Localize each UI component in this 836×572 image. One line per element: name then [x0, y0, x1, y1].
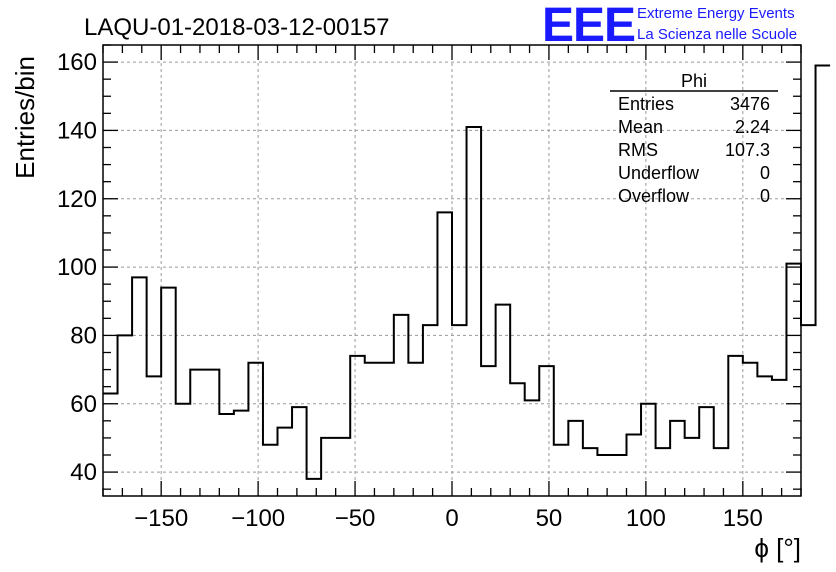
y-tick-label-2: 80 — [70, 322, 97, 349]
chart-title: LAQU-01-2018-03-12-00157 — [84, 14, 390, 41]
stats-value-entries: 3476 — [730, 94, 770, 114]
stats-label-entries: Entries — [618, 94, 674, 114]
stats-label-underflow: Underflow — [618, 163, 700, 183]
x-tick-label-5: 100 — [626, 505, 666, 532]
stats-title: Phi — [681, 71, 707, 91]
x-tick-label-0: −150 — [134, 505, 188, 532]
stats-label-rms: RMS — [618, 140, 658, 160]
x-axis-label: ϕ [°] — [754, 533, 801, 563]
y-tick-label-3: 100 — [57, 254, 97, 281]
stats-value-overflow: 0 — [760, 186, 770, 206]
histogram-line — [103, 64, 831, 480]
y-tick-label-5: 140 — [57, 117, 97, 144]
x-tick-label-2: −50 — [335, 505, 376, 532]
logo-line-1: Extreme Energy Events — [637, 5, 795, 22]
stats-value-rms: 107.3 — [725, 140, 770, 160]
y-tick-label-6: 160 — [57, 49, 97, 76]
x-tick-label-4: 50 — [536, 505, 563, 532]
stats-box: Phi Entries 3476 Mean 2.24 RMS 107.3 Und… — [610, 71, 778, 206]
y-tick-label-4: 120 — [57, 186, 97, 213]
logo-mark: EEE — [542, 0, 635, 52]
logo-line-2: La Scienza nelle Scuole — [637, 26, 797, 43]
y-axis-label: Entries/bin — [10, 56, 40, 179]
y-tick-labels: 40 60 80 100 120 140 160 — [57, 49, 97, 486]
stats-value-underflow: 0 — [760, 163, 770, 183]
stats-label-mean: Mean — [618, 117, 663, 137]
x-tick-labels: −150 −100 −50 0 50 100 150 — [134, 505, 763, 532]
x-tick-label-6: 150 — [723, 505, 763, 532]
y-tick-label-0: 40 — [70, 459, 97, 486]
stats-value-mean: 2.24 — [735, 117, 770, 137]
plot-frame — [102, 44, 802, 497]
eee-logo: EEE Extreme Energy Events La Scienza nel… — [542, 0, 797, 52]
y-tick-label-1: 60 — [70, 391, 97, 418]
x-tick-label-3: 0 — [445, 505, 458, 532]
axis-ticks — [102, 44, 802, 496]
x-tick-label-1: −100 — [231, 505, 285, 532]
stats-label-overflow: Overflow — [618, 186, 690, 206]
